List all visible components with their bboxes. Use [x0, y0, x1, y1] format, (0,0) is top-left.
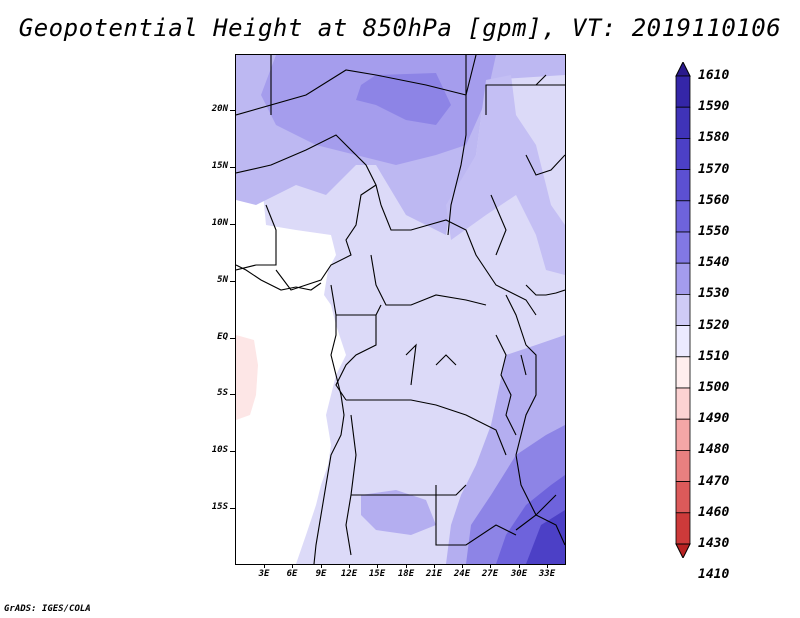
colorbar-swatch [675, 231, 691, 264]
colorbar-label: 1550 [698, 224, 730, 239]
colorbar-swatch [675, 138, 691, 171]
colorbar-swatch [675, 325, 691, 358]
lat-label: 20N [211, 104, 228, 114]
lon-tick [349, 564, 350, 568]
lat-label: 15S [211, 502, 228, 512]
colorbar-label: 1500 [698, 380, 730, 395]
colorbar [675, 62, 691, 558]
colorbar-label: 1430 [698, 536, 730, 551]
map-panel [235, 54, 566, 565]
colorbar-label: 1480 [698, 442, 730, 458]
colorbar-swatch [675, 293, 691, 326]
lon-label: 9E [315, 569, 327, 579]
lon-label: 27E [481, 569, 499, 579]
lat-tick [230, 224, 235, 225]
colorbar-label: 1470 [698, 473, 730, 489]
lon-label: 30E [510, 569, 528, 579]
lat-tick [230, 451, 235, 452]
lon-label: 18E [397, 569, 415, 579]
lat-tick [230, 167, 235, 168]
colorbar-label: 1490 [698, 411, 730, 427]
country-borders [236, 55, 565, 564]
lon-tick [321, 564, 322, 568]
colorbar-label: 1560 [698, 192, 730, 208]
lat-label: 15N [211, 161, 228, 171]
lat-tick [230, 338, 235, 339]
colorbar-swatch [675, 418, 691, 451]
colorbar-label: 1410 [698, 567, 730, 583]
colorbar-swatch [675, 356, 691, 389]
colorbar-swatch [675, 481, 691, 514]
colorbar-label: 1510 [698, 348, 730, 364]
colorbar-label: 1530 [698, 286, 730, 302]
lon-tick [406, 564, 407, 568]
lon-tick [434, 564, 435, 568]
colorbar-swatch [675, 169, 691, 202]
lat-tick [230, 281, 235, 282]
lon-label: 12E [340, 569, 358, 579]
lon-tick [462, 564, 463, 568]
field-1500-region [236, 335, 258, 420]
colorbar-label: 1610 [698, 68, 730, 83]
colorbar-label: 1460 [698, 504, 730, 520]
lon-label: 15E [368, 569, 386, 579]
colorbar-swatch [675, 200, 691, 233]
colorbar-swatch [675, 262, 691, 295]
map-title: Geopotential Height at 850hPa [gpm], VT:… [18, 14, 782, 42]
colorbar-swatch [675, 106, 691, 139]
lon-tick [377, 564, 378, 568]
lat-label: EQ [217, 332, 228, 342]
colorbar-top-triangle [675, 62, 691, 77]
colorbar-label: 1580 [698, 130, 730, 146]
colorbar-swatch [675, 512, 691, 545]
lat-label: 5N [217, 275, 228, 285]
colorbar-label: 1540 [698, 255, 730, 271]
lon-label: 6E [286, 569, 298, 579]
colorbar-swatch [675, 387, 691, 420]
lon-label: 3E [258, 569, 270, 579]
field-1530-east [446, 75, 565, 275]
lat-label: 5S [217, 388, 228, 398]
colorbar-label: 1590 [698, 99, 730, 115]
lat-tick [230, 394, 235, 395]
lon-label: 21E [425, 569, 443, 579]
lat-tick [230, 110, 235, 111]
lon-tick [292, 564, 293, 568]
colorbar-swatch [675, 75, 691, 108]
colorbar-swatch [675, 449, 691, 482]
field-1570-east [526, 510, 565, 564]
field-1550-core [356, 73, 451, 125]
lon-tick [519, 564, 520, 568]
geopotential-map [236, 55, 565, 564]
lat-label: 10S [211, 445, 228, 455]
footer-credit: GrADS: IGES/COLA [4, 604, 91, 614]
lat-label: 10N [211, 218, 228, 228]
lon-tick [547, 564, 548, 568]
lon-label: 33E [538, 569, 556, 579]
lon-tick [264, 564, 265, 568]
lat-tick [230, 508, 235, 509]
colorbar-bottom-triangle [675, 543, 691, 558]
lon-label: 24E [453, 569, 471, 579]
colorbar-label: 1570 [698, 161, 730, 177]
lon-tick [490, 564, 491, 568]
colorbar-label: 1520 [698, 317, 730, 333]
field-1530-south [361, 490, 436, 535]
